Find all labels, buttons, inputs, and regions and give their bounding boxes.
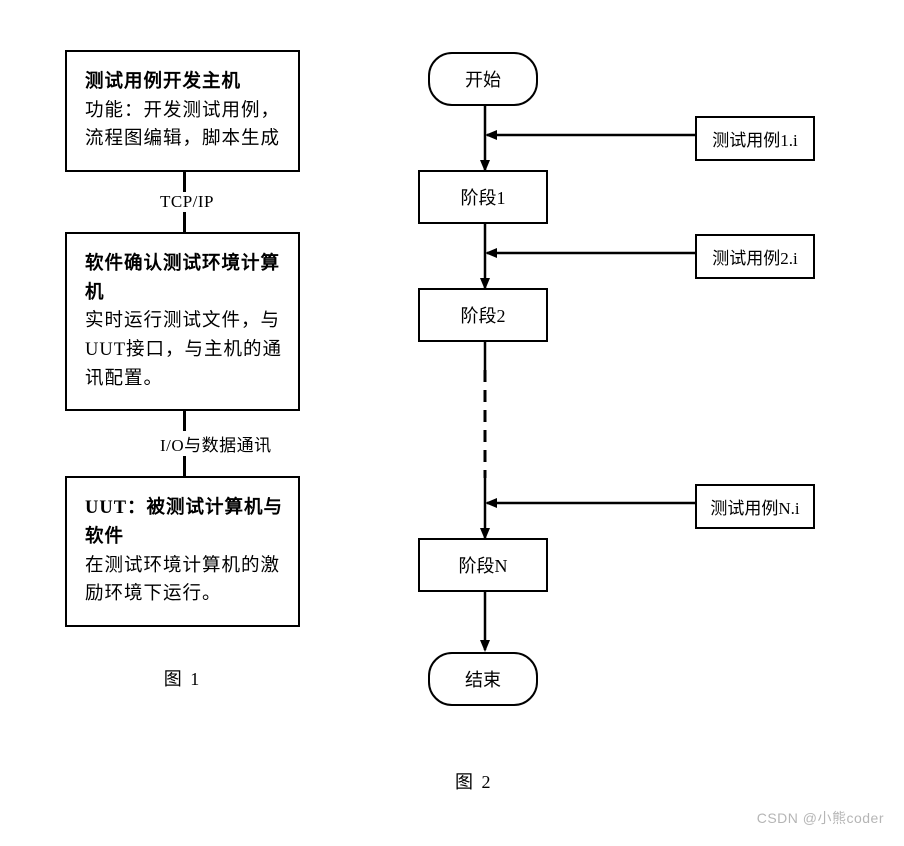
block-uut: UUT：被测试计算机与软件 在测试环境计算机的激励环境下运行。 [65,476,300,627]
connector-line [183,172,186,192]
connector-label-tcpip: TCP/IP [65,192,360,212]
block-title: UUT：被测试计算机与软件 [85,498,283,547]
block-desc: 实时运行测试文件，与UUT接口，与主机的通讯配置。 [85,311,282,388]
flowchart-diagram: 开始 阶段1 阶段2 阶段N 结束 测试用例1.i 测试用例2.i 测试用例N.… [360,0,904,846]
node-label: 测试用例N.i [710,499,799,518]
block-desc: 功能：开发测试用例，流程图编辑，脚本生成 [85,101,280,150]
figure-caption-1: 图 1 [65,665,300,691]
node-testcase2: 测试用例2.i [695,234,815,279]
node-label: 结束 [465,670,501,690]
node-stage1: 阶段1 [418,170,548,224]
node-end: 结束 [428,652,538,706]
connector-label-io: I/O与数据通讯 [65,431,360,456]
connector-line [183,212,186,232]
node-label: 测试用例1.i [712,131,797,150]
node-testcase1: 测试用例1.i [695,116,815,161]
node-label: 阶段1 [461,188,506,208]
block-dev-host: 测试用例开发主机 功能：开发测试用例，流程图编辑，脚本生成 [65,50,300,172]
node-label: 阶段2 [461,306,506,326]
block-title: 测试用例开发主机 [85,72,241,92]
node-stage2: 阶段2 [418,288,548,342]
node-testcasen: 测试用例N.i [695,484,815,529]
figure-caption-2: 图 2 [455,768,493,794]
node-label: 开始 [465,70,501,90]
connector-line [183,411,186,431]
node-stagen: 阶段N [418,538,548,592]
block-desc: 在测试环境计算机的激励环境下运行。 [85,556,280,605]
block-test-env: 软件确认测试环境计算机 实时运行测试文件，与UUT接口，与主机的通讯配置。 [65,232,300,411]
watermark: CSDN @小熊coder [757,808,884,828]
node-start: 开始 [428,52,538,106]
connector-line [183,456,186,476]
architecture-diagram: 测试用例开发主机 功能：开发测试用例，流程图编辑，脚本生成 TCP/IP 软件确… [0,0,360,846]
node-label: 阶段N [459,556,508,576]
block-title: 软件确认测试环境计算机 [85,254,280,303]
node-label: 测试用例2.i [712,249,797,268]
